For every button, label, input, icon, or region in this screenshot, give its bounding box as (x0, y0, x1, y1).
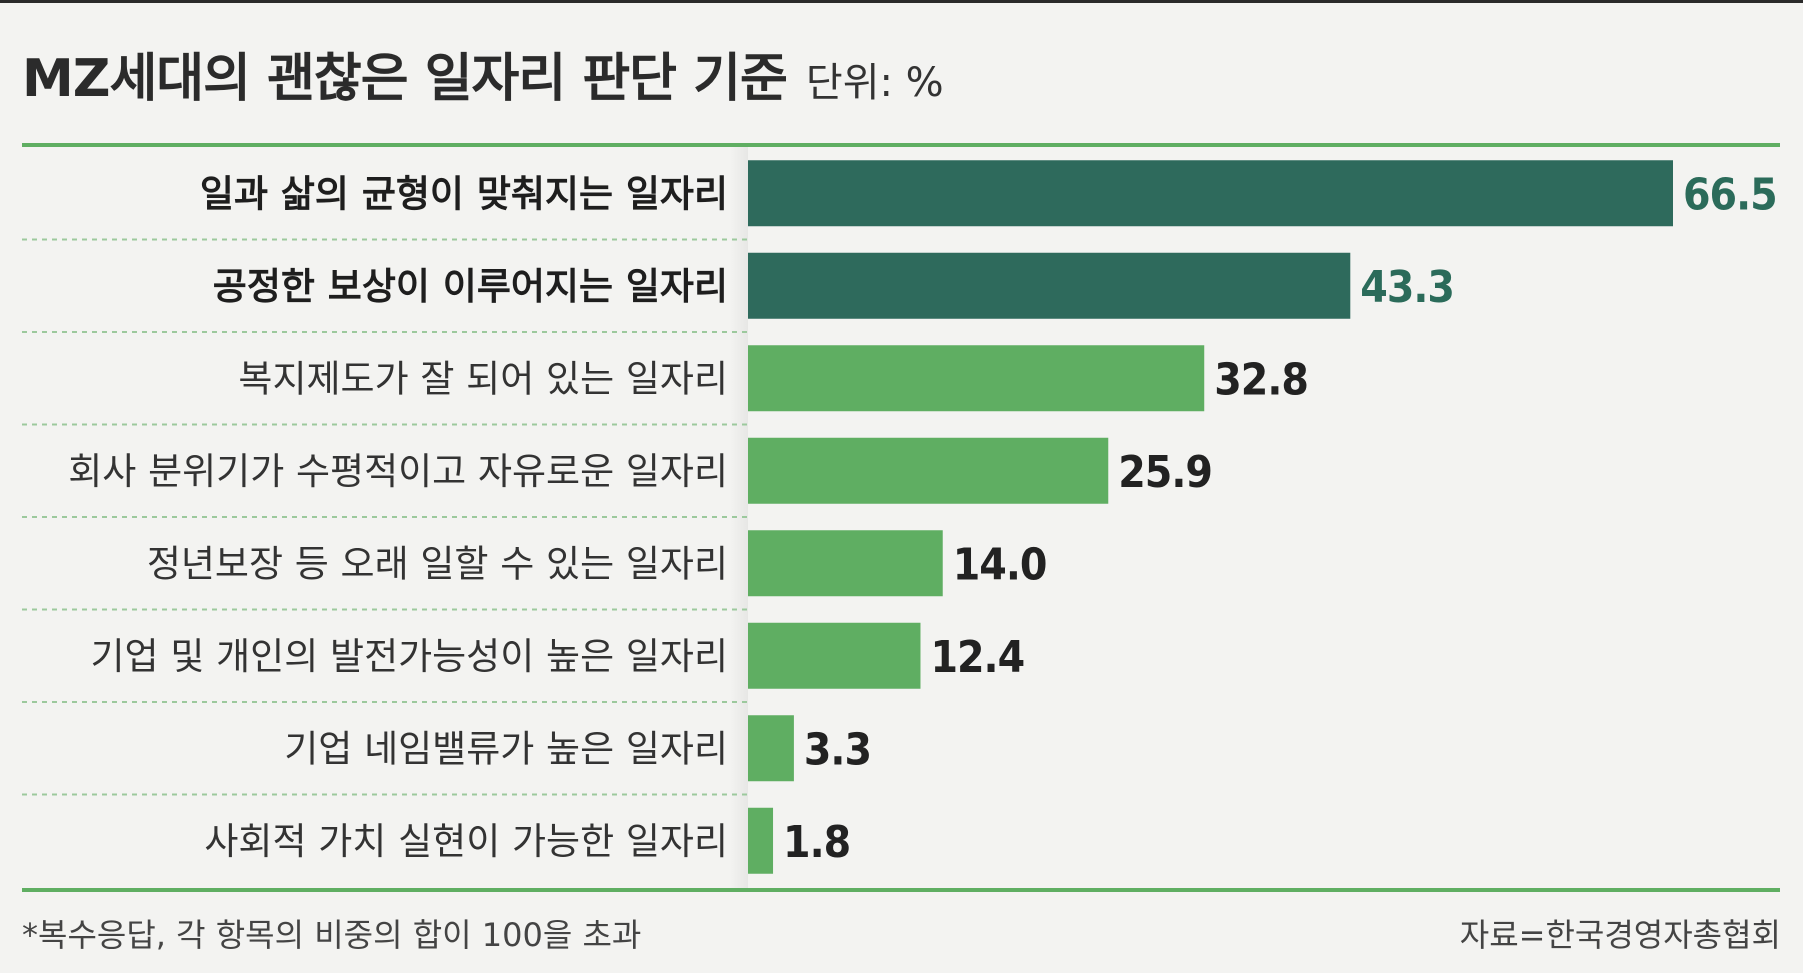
bar (748, 437, 1109, 504)
category-label: 일과 삶의 균형이 맞춰지는 일자리 (200, 172, 728, 215)
source-label: 자료=한국경영자총협회 (1459, 916, 1781, 954)
bar (748, 715, 794, 782)
top-green-rule (22, 143, 1780, 147)
category-label: 정년보장 등 오래 일할 수 있는 일자리 (147, 542, 728, 585)
category-label: 기업 네임밸류가 높은 일자리 (284, 727, 728, 770)
value-label: 1.8 (783, 817, 850, 868)
bottom-green-rule (22, 888, 1780, 892)
value-label: 12.4 (930, 632, 1024, 683)
bar (748, 530, 943, 597)
value-label: 25.9 (1118, 447, 1212, 498)
category-label: 복지제도가 잘 되어 있는 일자리 (238, 357, 728, 400)
value-label: 3.3 (804, 724, 871, 775)
footnote: *복수응답, 각 항목의 비중의 합이 100을 초과 (22, 916, 642, 954)
title-row: MZ세대의 괜찮은 일자리 판단 기준 단위: % (22, 36, 944, 111)
bar (748, 345, 1205, 412)
chart-title: MZ세대의 괜찮은 일자리 판단 기준 (22, 49, 788, 109)
value-label: 32.8 (1214, 354, 1308, 405)
category-label: 회사 분위기가 수평적이고 자유로운 일자리 (68, 450, 728, 493)
category-label: 공정한 보상이 이루어지는 일자리 (213, 265, 728, 308)
bar (748, 160, 1673, 227)
bar (748, 622, 921, 689)
unit-label: 단위: % (805, 60, 944, 106)
value-label: 43.3 (1360, 262, 1454, 313)
top-rule (0, 0, 1803, 3)
bar (748, 252, 1351, 319)
value-label: 66.5 (1683, 169, 1777, 220)
category-label: 기업 및 개인의 발전가능성이 높은 일자리 (91, 635, 729, 678)
value-label: 14.0 (953, 539, 1047, 590)
category-label: 사회적 가치 실현이 가능한 일자리 (204, 820, 728, 863)
bar (748, 807, 774, 874)
